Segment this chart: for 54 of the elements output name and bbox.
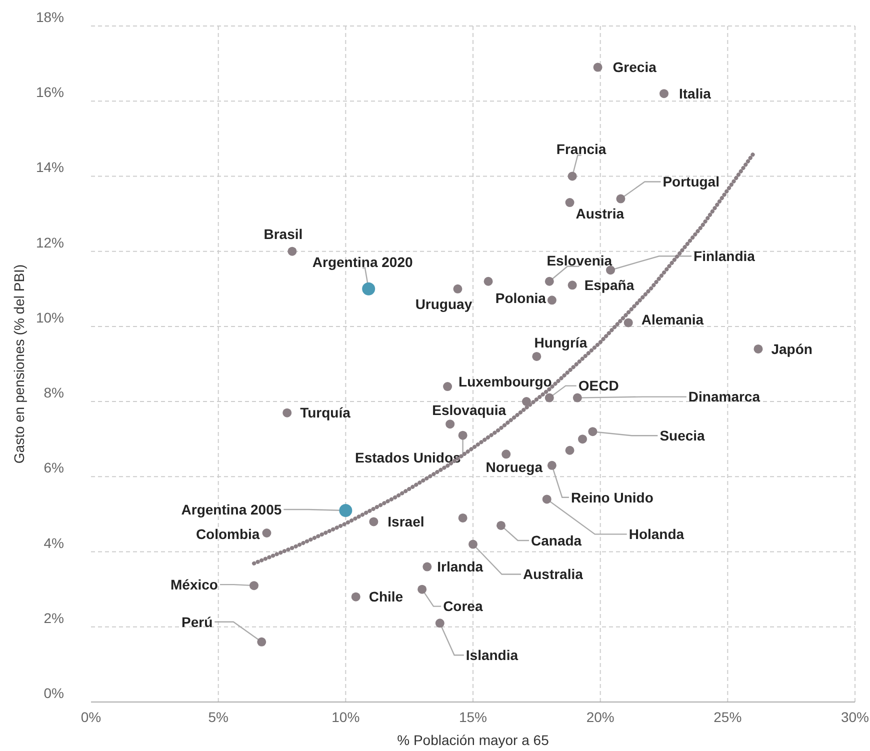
y-axis-title: Gasto en pensiones (% del PBI): [11, 264, 27, 464]
x-tick-label: 10%: [332, 709, 360, 725]
annotation: Alemania: [641, 312, 704, 328]
annotation: México: [170, 576, 218, 592]
annotation: Australia: [523, 566, 584, 582]
y-tick-label: 8%: [44, 384, 64, 401]
annotation: Chile: [368, 588, 404, 605]
annotation: Japón: [771, 340, 812, 357]
annotation: España: [584, 277, 634, 294]
y-tick-label: 4%: [44, 534, 64, 551]
annotation: Israel: [388, 514, 424, 530]
y-tick-label: 6%: [44, 460, 64, 476]
annotation: Argentina 2020: [312, 254, 413, 270]
annotation: Islandia: [466, 647, 518, 664]
annotation: Irlanda: [437, 558, 484, 575]
annotation: Canada: [531, 532, 582, 548]
annotation: Francia: [556, 141, 606, 158]
annotation: Luxembourgo: [458, 373, 552, 390]
annotation: Austria: [576, 205, 624, 222]
x-tick-label: 15%: [458, 709, 488, 725]
annotation: Corea: [443, 598, 483, 614]
y-tick-label: 10%: [36, 309, 64, 326]
annotation: Grecia: [612, 59, 657, 76]
annotation: Colombia: [196, 526, 260, 542]
y-tick-label: 12%: [36, 234, 64, 250]
annotation: Argentina 2005: [181, 501, 282, 518]
annotation: Finlandia: [694, 248, 756, 264]
annotation: Holanda: [628, 526, 684, 542]
y-tick-label: 0%: [44, 685, 64, 701]
annotation: Perú: [182, 614, 213, 630]
annotation: OECD: [578, 378, 619, 394]
x-tick-label: 5%: [208, 709, 228, 725]
annotation: Suecia: [660, 428, 706, 444]
annotation: Portugal: [662, 174, 720, 190]
x-tick-label: 20%: [586, 709, 614, 725]
annotation: Brasil: [264, 226, 303, 242]
annotation: Italia: [679, 86, 712, 102]
annotation: Hungría: [534, 334, 588, 350]
x-tick-label: 30%: [840, 709, 870, 725]
y-tick-label: 14%: [36, 159, 64, 176]
y-tick-label: 2%: [44, 610, 64, 626]
x-axis-title: % Población mayor a 65: [397, 732, 550, 748]
annotation: Polonia: [495, 290, 546, 306]
annotation: Reino Unido: [570, 489, 654, 506]
y-tick-label: 18%: [36, 9, 64, 25]
x-tick-label: 0%: [80, 709, 102, 725]
annotation: Dinamarca: [688, 388, 760, 405]
annotation: Turquía: [300, 404, 351, 421]
annotation: Eslovenia: [546, 252, 612, 268]
annotation: Noruega: [486, 459, 543, 476]
annotation: Uruguay: [415, 296, 472, 312]
annotation: Eslovaquia: [432, 402, 506, 418]
x-tick-label: 25%: [714, 709, 742, 725]
y-tick-label: 16%: [36, 84, 64, 100]
